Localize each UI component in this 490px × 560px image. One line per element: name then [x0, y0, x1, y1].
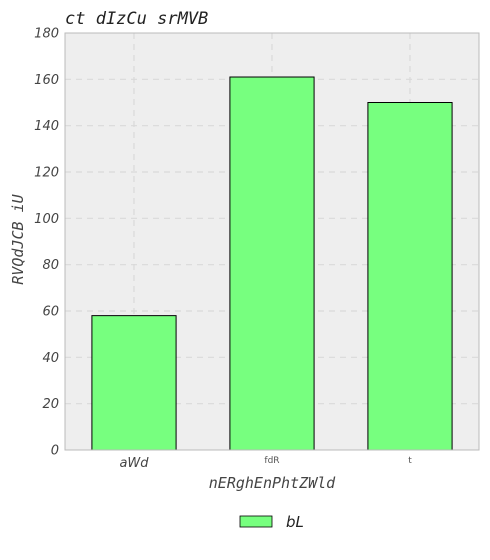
y-tick-label: 100	[34, 212, 59, 227]
y-axis-label: RVQdJCB iU	[9, 193, 27, 284]
x-tick-label: fdR	[264, 456, 279, 466]
bars	[91, 76, 453, 451]
y-tick-label: 180	[34, 27, 59, 42]
x-axis-ticks: aWd fdR t	[119, 456, 412, 471]
plot-frame	[64, 32, 480, 451]
chart-title: ct dIzCu srMVB	[65, 9, 208, 29]
legend-label: bL	[286, 513, 304, 531]
y-tick-label: 0	[51, 444, 59, 459]
x-axis-label: nERghEnPhtZWld	[209, 474, 336, 492]
y-tick-label: 60	[42, 305, 59, 320]
x-tick-label: aWd	[119, 456, 149, 471]
legend-swatch	[239, 515, 273, 528]
y-tick-label: 40	[42, 351, 59, 366]
y-tick-label: 120	[34, 166, 59, 181]
y-tick-label: 160	[34, 73, 59, 88]
bar-t	[367, 102, 453, 451]
x-tick-label: t	[408, 456, 412, 466]
y-tick-label: 140	[34, 119, 59, 134]
bar-fdR	[229, 76, 315, 451]
y-tick-label: 20	[42, 397, 59, 412]
y-tick-label: 80	[42, 258, 59, 273]
bar-aWd	[91, 315, 177, 451]
legend: bL	[239, 513, 304, 531]
y-axis-ticks: 0 20 40 60 80 100 120 140 160 180	[34, 27, 59, 459]
